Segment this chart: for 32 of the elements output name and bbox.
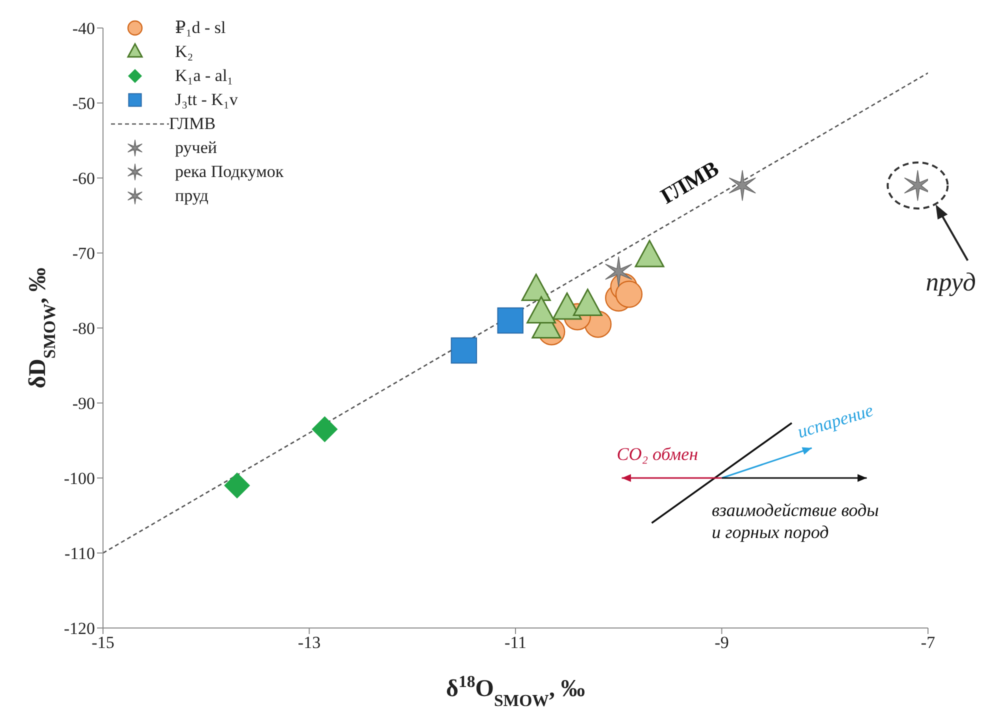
legend-label: K₂ [175, 42, 194, 62]
x-tick-label: -11 [504, 633, 527, 652]
annotation: CO₂ обмен [616, 444, 698, 464]
y-tick-label: -50 [72, 94, 95, 114]
y-tick-label: -40 [72, 19, 95, 38]
legend-label: река Подкумок [175, 162, 284, 182]
x-tick-label: -9 [714, 633, 729, 652]
legend-label: K₁a - al₁ [175, 66, 234, 86]
y-tick-label: -100 [64, 469, 95, 488]
point [450, 337, 478, 364]
point [605, 256, 632, 288]
legend-label: ручей [175, 138, 217, 158]
x-tick-label: -13 [298, 633, 321, 652]
annotation: испарение [795, 400, 876, 442]
legend-label: ₽₁d - sl [175, 18, 226, 38]
point [312, 416, 338, 442]
annotation: взаимодействие воды и горных пород [712, 500, 879, 542]
y-tick-label: -70 [72, 244, 95, 264]
x-axis-title: δ$^{18}$O$_{SMOW}$, ‰ [446, 672, 585, 710]
legend-label: пруд [175, 186, 208, 206]
y-tick-label: -90 [72, 394, 95, 414]
legend-label: ГЛМВ [169, 114, 216, 134]
point [497, 307, 524, 334]
y-tick-label: -60 [72, 169, 95, 188]
x-tick-label: -7 [920, 633, 936, 652]
y-tick-label: -110 [64, 544, 95, 564]
annotation: пруд [926, 268, 976, 296]
y-tick-label: -80 [72, 319, 95, 338]
point [728, 170, 756, 201]
legend-label: J₃tt - K₁v [175, 90, 238, 110]
point [615, 280, 643, 308]
point [224, 472, 250, 498]
